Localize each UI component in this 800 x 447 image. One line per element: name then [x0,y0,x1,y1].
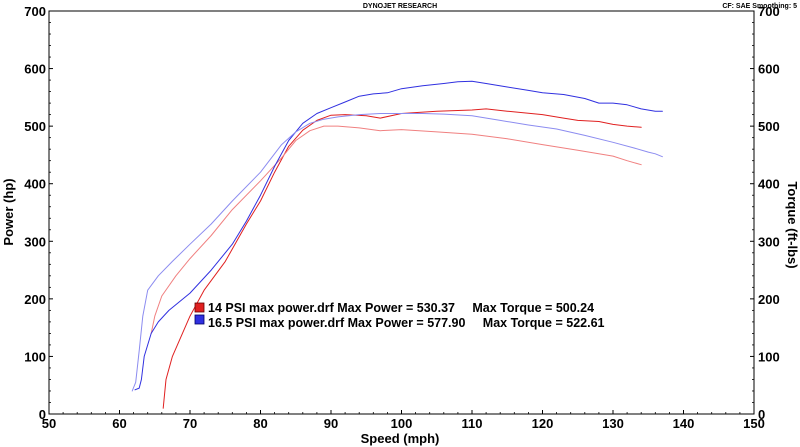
y-axis-left-ticks: 0 100 200 300 400 500 600 700 [24,4,53,422]
series-line-14psi-power [162,108,642,409]
y-right-tick-label: 500 [758,119,780,134]
x-tick-label: 70 [183,416,197,431]
x-tick-label: 130 [602,416,624,431]
x-tick-label: 120 [532,416,554,431]
plot-frame [48,10,755,415]
x-tick-label: 90 [324,416,338,431]
y-right-tick-label: 700 [758,4,780,19]
y-right-tick-label: 400 [758,177,780,192]
x-tick-label: 50 [42,416,56,431]
legend: 14 PSI max power.drf Max Power = 530.37 … [194,301,605,330]
legend-swatch-165psi [194,314,205,325]
x-tick-label: 140 [673,416,695,431]
legend-swatch-14psi [194,302,205,313]
x-tick-label: 100 [391,416,413,431]
series-line-165psi-torque [131,113,663,392]
chart-header-title: DYNOJET RESEARCH [363,3,437,10]
y-left-tick-label: 0 [39,407,46,422]
y-right-tick-label: 100 [758,349,780,364]
y-left-tick-label: 600 [24,62,46,77]
series-layer [131,80,663,409]
x-tick-label: 150 [743,416,765,431]
x-tick-label: 110 [462,416,483,431]
y-left-tick-label: 300 [24,234,46,249]
x-tick-label: 60 [112,416,126,431]
y-right-tick-label: 300 [758,234,780,249]
y-left-tick-label: 200 [24,292,46,307]
x-axis-ticks: 50 60 70 80 90 100 110 120 130 140 150 [42,410,765,431]
y-right-tick-label: 0 [758,407,765,422]
chart-header-settings: CF: SAE Smoothing: 5 [722,3,797,10]
series-line-165psi-power [134,80,663,391]
y-axis-left-label: Power (hp) [1,178,16,245]
y-axis-right-label: Torque (ft-lbs) [785,181,800,268]
y-left-tick-label: 100 [24,349,46,364]
legend-entry-165psi: 16.5 PSI max power.drf Max Power = 577.9… [208,316,605,330]
legend-entry-14psi: 14 PSI max power.drf Max Power = 530.37 … [208,301,594,315]
y-left-tick-label: 700 [24,4,46,19]
y-right-tick-label: 200 [758,292,780,307]
series-line-14psi-torque [150,125,642,334]
y-axis-right-ticks: 0 100 200 300 400 500 600 700 [750,4,780,422]
y-left-tick-label: 500 [24,119,46,134]
x-axis-label: Speed (mph) [361,431,440,446]
y-right-tick-label: 600 [758,62,780,77]
y-left-tick-label: 400 [24,177,46,192]
x-tick-label: 80 [253,416,267,431]
